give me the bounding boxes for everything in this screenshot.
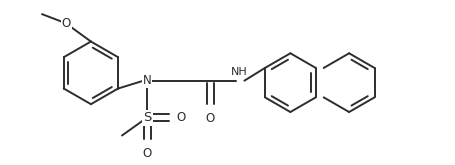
Text: S: S <box>143 111 152 124</box>
Text: N: N <box>143 74 152 87</box>
Text: O: O <box>143 147 152 160</box>
Text: NH: NH <box>231 67 248 77</box>
Text: O: O <box>177 111 186 124</box>
Text: O: O <box>206 112 215 125</box>
Text: O: O <box>62 17 71 30</box>
